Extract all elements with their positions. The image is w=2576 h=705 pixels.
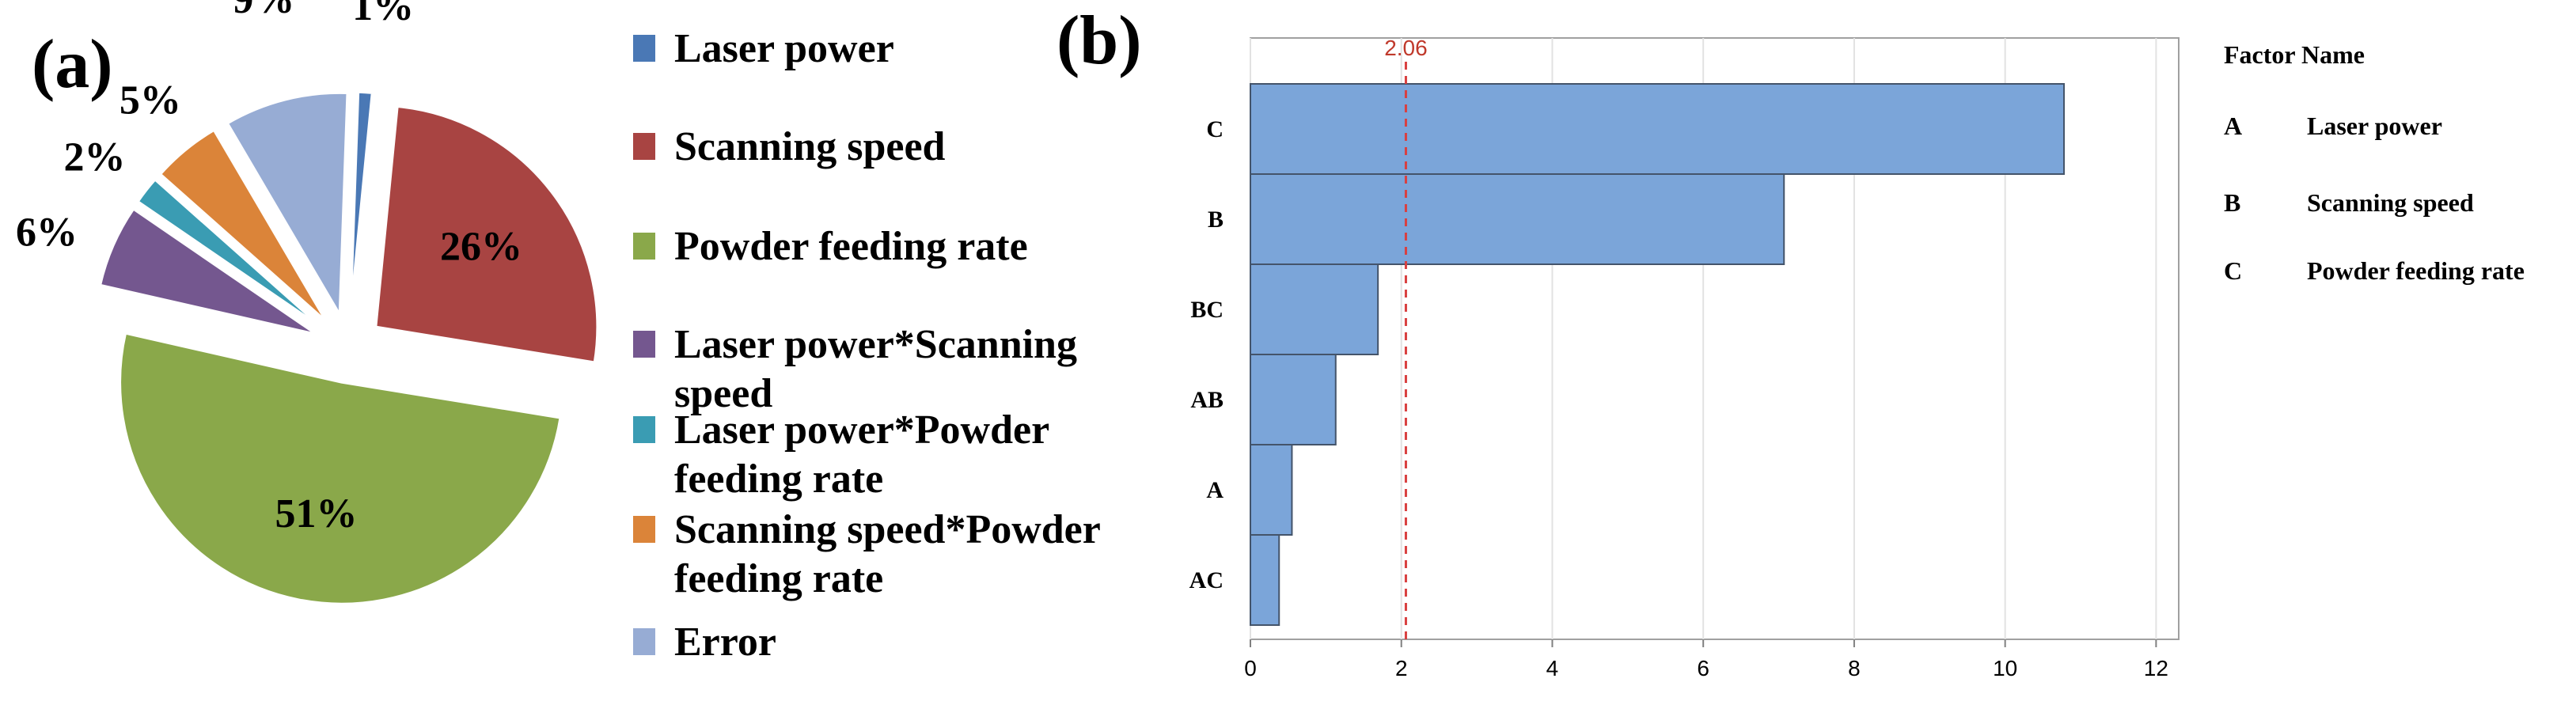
legend-label: Powder feeding rate [674,224,1028,269]
legend-label: Scanning speed*Powder [674,507,1101,552]
pie-slice-scanning-speed [374,104,599,364]
legend-label: feeding rate [674,457,883,502]
legend-swatch [633,628,655,655]
legend-label: Laser power*Powder [674,407,1049,453]
factor-name: Laser power [2307,112,2442,140]
y-category-label: C [1206,116,1224,142]
pareto-bar-chart: 0 2 4 6 8 10 12 C B BC AB A AC 2.06 [1189,36,2180,680]
x-tick-label: 6 [1697,656,1709,680]
y-category-label: BC [1190,297,1224,323]
y-category-label: A [1206,477,1224,503]
legend-swatch [633,331,655,358]
x-tick-label: 4 [1546,656,1559,680]
y-category-label: AB [1190,387,1224,413]
factor-table: Factor Name A Laser power B Scanning speed C… [2224,40,2525,285]
pie-slice-laser-power-powder-feeding-rate [136,177,322,328]
panel-a-label: (a) [32,26,113,103]
y-category-label: AC [1189,567,1224,593]
pie-label: 9% [233,0,294,22]
reference-line-label: 2.06 [1384,36,1428,60]
legend-label: Scanning speed [674,124,946,169]
legend-label: feeding rate [674,556,883,601]
bar-B [1250,173,1785,265]
pie-chart [98,90,599,605]
pie-slice-laser-power [349,90,374,314]
legend-swatch [633,416,655,443]
legend-label: speed [674,371,772,416]
pie-label: 51% [275,491,358,536]
legend-label: Error [674,620,776,665]
legend-swatch [633,516,655,543]
factor-table-title: Factor Name [2224,40,2365,69]
pie-slice-laser-power-scanning-speed [98,207,317,335]
factor-code: C [2224,256,2242,285]
pie-slice-error [226,91,349,319]
pie-slice-powder-feeding-rate [119,332,562,605]
factor-name: Powder feeding rate [2307,256,2525,285]
panel-b-label: (b) [1057,2,1142,79]
bar-BC [1250,263,1379,355]
bar-C [1250,83,2066,175]
x-tick-label: 2 [1395,656,1408,680]
pie-legend: Laser power Scanning speed Powder feeding … [633,26,1101,665]
y-category-label: B [1208,207,1224,233]
pie-label: 6% [16,210,78,255]
pie-label: 5% [120,78,181,123]
x-tick-label: 12 [2144,656,2168,680]
pie-labels: 1% 26% 51% 6% 2% 5% 9% [16,0,522,536]
pie-label: 2% [64,135,126,180]
bar-A [1250,444,1293,536]
legend-swatch [633,233,655,260]
legend-swatch [633,35,655,62]
legend-label: Laser power*Scanning [674,322,1077,367]
factor-code: B [2224,188,2240,217]
factor-code: A [2224,112,2242,140]
pie-label: 1% [352,0,414,29]
bar-AB [1250,354,1337,445]
factor-name: Scanning speed [2307,188,2474,217]
x-tick-label: 0 [1244,656,1257,680]
legend-label: Laser power [674,26,894,71]
x-tick-label: 10 [1993,656,2017,680]
legend-swatch [633,133,655,160]
pie-slice-scanning-speed-powder-feeding-rate [158,128,328,323]
bar-AC [1250,534,1280,626]
x-tick-label: 8 [1848,656,1861,680]
pie-label: 26% [440,225,522,270]
